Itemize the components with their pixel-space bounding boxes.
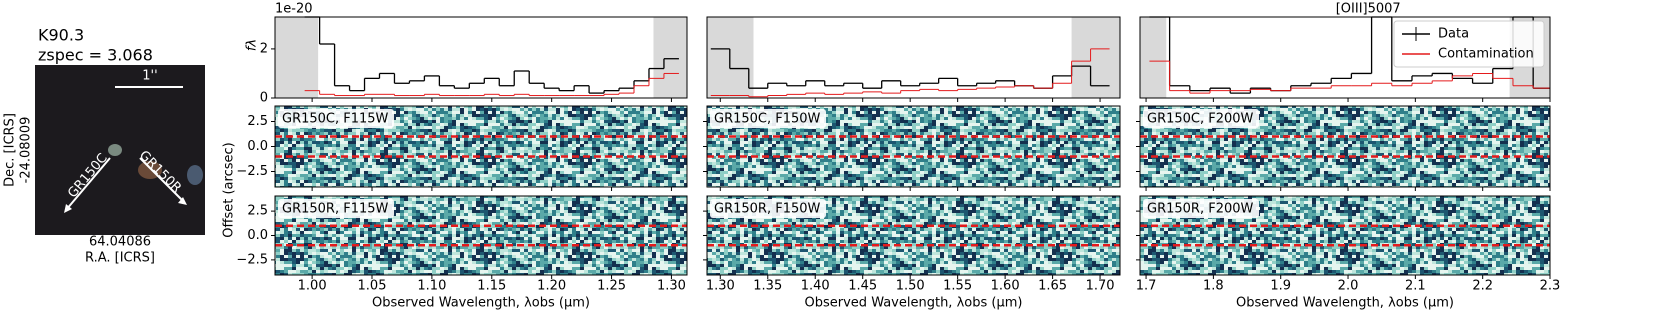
arrow xyxy=(65,157,111,211)
ra-label: R.A. [ICRS] xyxy=(85,251,155,266)
x-axis-title: Observed Wavelength, λobs (μm) xyxy=(805,296,1023,311)
y-tick-label: 2.5 xyxy=(247,114,268,129)
plot-frame xyxy=(1139,16,1551,99)
y-tick-label: 0.0 xyxy=(247,228,268,243)
arrow-head xyxy=(64,204,72,213)
legend-label: Contamination xyxy=(1438,47,1534,62)
y-exponent: 1e-20 xyxy=(275,2,313,17)
label-box xyxy=(1143,199,1259,218)
y-tick-label: 2 xyxy=(260,41,268,56)
panel-label: GR150R, F150W xyxy=(714,202,821,217)
x-tick-label: 1.60 xyxy=(991,279,1020,294)
x-tick-label: 1.20 xyxy=(537,279,566,294)
y-axis-title: fλ xyxy=(245,39,260,51)
panel-label: GR150R, F200W xyxy=(1147,202,1254,217)
x-tick-label: 1.00 xyxy=(298,279,327,294)
x-tick-label: 2.3 xyxy=(1540,279,1561,294)
dec-value: -24.08009 xyxy=(19,117,34,184)
plot-frame xyxy=(706,16,1121,99)
x-tick-label: 2.2 xyxy=(1472,279,1493,294)
panel-label: GR150R, F115W xyxy=(282,202,389,217)
label-box xyxy=(710,109,826,128)
x-tick-label: 1.65 xyxy=(1038,279,1067,294)
masked-region xyxy=(275,17,319,98)
redshift: zspec = 3.068 xyxy=(38,46,153,65)
x-tick-label: 1.55 xyxy=(943,279,972,294)
x-tick-label: 1.8 xyxy=(1203,279,1224,294)
masked-region xyxy=(653,17,687,98)
object-name: K90.3 xyxy=(38,26,84,45)
legend-label: Data xyxy=(1438,27,1469,42)
arrow-head xyxy=(178,197,187,205)
label-box xyxy=(710,199,826,218)
x-tick-label: 1.40 xyxy=(801,279,830,294)
masked-region xyxy=(1071,17,1120,98)
plot-frame xyxy=(274,16,688,99)
x-tick-label: 1.30 xyxy=(657,279,686,294)
panel-label: GR150C, F115W xyxy=(282,112,389,127)
x-axis-title: Observed Wavelength, λobs (μm) xyxy=(372,296,590,311)
y-tick-label: −2.5 xyxy=(236,252,268,267)
x-tick-label: 1.45 xyxy=(848,279,877,294)
x-axis-title: Observed Wavelength, λobs (μm) xyxy=(1236,296,1454,311)
neighbor xyxy=(187,165,203,185)
y-tick-label: 0.0 xyxy=(247,139,268,154)
legend-box xyxy=(1393,20,1545,68)
label-box xyxy=(278,199,394,218)
panel-label: GR150C, F200W xyxy=(1147,112,1254,127)
scale-label: 1'' xyxy=(142,69,157,84)
label-box xyxy=(278,109,394,128)
panel-label: GR150C, F150W xyxy=(714,112,821,127)
x-tick-label: 1.25 xyxy=(597,279,626,294)
x-tick-label: 1.70 xyxy=(1086,279,1115,294)
x-tick-label: 1.9 xyxy=(1270,279,1291,294)
source xyxy=(108,144,122,156)
arrow xyxy=(139,157,185,203)
annotation: [OIII]5007 xyxy=(1336,2,1401,17)
ra-value: 64.04086 xyxy=(89,235,151,250)
x-tick-label: 2.0 xyxy=(1338,279,1359,294)
x-tick-label: 1.35 xyxy=(753,279,782,294)
x-tick-label: 1.10 xyxy=(417,279,446,294)
x-tick-label: 1.15 xyxy=(477,279,506,294)
dec-label: Dec. [ICRS] xyxy=(3,113,18,187)
y-axis-title: Offset (arcsec) xyxy=(222,142,237,237)
x-tick-label: 2.1 xyxy=(1405,279,1426,294)
y-tick-label: 2.5 xyxy=(247,204,268,219)
masked-region xyxy=(1140,17,1167,98)
x-tick-label: 1.50 xyxy=(896,279,925,294)
x-tick-label: 1.30 xyxy=(706,279,735,294)
label-box xyxy=(1143,109,1259,128)
y-tick-label: 0 xyxy=(260,91,268,106)
x-tick-label: 1.05 xyxy=(358,279,387,294)
y-tick-label: −2.5 xyxy=(236,164,268,179)
x-tick-label: 1.7 xyxy=(1136,279,1157,294)
